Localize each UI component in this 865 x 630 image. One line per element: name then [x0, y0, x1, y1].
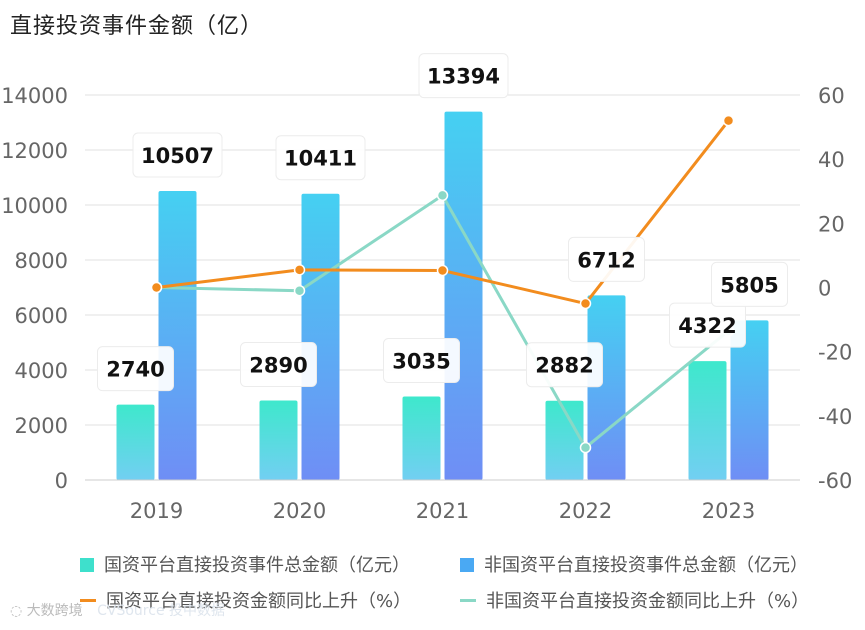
legend-swatch — [460, 599, 476, 602]
data-label-box — [669, 302, 746, 348]
line-point — [293, 284, 306, 297]
legend-item-guozi-bar: 国资平台直接投资事件总金额（亿元） — [80, 551, 410, 577]
data-label-box — [275, 135, 366, 181]
legend-item-feiguozi-bar: 非国资平台直接投资事件总金额（亿元） — [460, 551, 808, 577]
data-label-box — [132, 132, 223, 178]
data-label: 5805 — [720, 273, 778, 297]
data-label-box — [568, 236, 645, 282]
data-label: 4322 — [678, 314, 736, 338]
bar-guozi — [688, 361, 727, 480]
legend-item-guozi-line: 国资平台直接投资金额同比上升（%） — [80, 587, 411, 613]
bar-feiguozi — [158, 191, 197, 480]
bar-guozi — [402, 396, 441, 480]
bar-feiguozi — [444, 111, 483, 480]
data-label-box — [383, 338, 460, 384]
bar-feiguozi — [301, 193, 340, 480]
legend-label: 非国资平台直接投资金额同比上升（%） — [486, 591, 810, 612]
y-tick-label: 6000 — [15, 304, 68, 328]
legend-label: 国资平台直接投资金额同比上升（%） — [106, 591, 412, 612]
line-point — [579, 297, 592, 310]
legend-swatch — [460, 558, 474, 572]
y2-tick-label: 60 — [818, 84, 845, 108]
legend-swatch — [80, 599, 96, 602]
chart-title: 直接投资事件金额（亿） — [10, 14, 264, 39]
watermark-text: CVSource 投中数据 — [97, 603, 226, 619]
chart-svg: 2740 2890 3035 2882 4322 10507 10411 13394 6712 5… — [1, 53, 852, 523]
bar-guozi — [259, 400, 298, 480]
line-point — [293, 264, 306, 276]
data-label: 10507 — [141, 144, 214, 168]
legend: 国资平台直接投资事件总金额（亿元） 非国资平台直接投资事件总金额（亿元） 国资平… — [0, 545, 865, 615]
data-label-box — [526, 342, 603, 388]
y-tick-label: 8000 — [15, 249, 68, 273]
y2-tick-label: -40 — [818, 405, 852, 429]
y2-tick-label: -20 — [818, 341, 852, 365]
y-tick-label: 4000 — [15, 359, 68, 383]
brand-text: 大数跨境 — [26, 603, 83, 619]
x-tick-label: 2020 — [273, 499, 326, 523]
y-tick-label: 12000 — [1, 139, 68, 163]
x-tick-label: 2021 — [416, 499, 469, 523]
legend-label: 非国资平台直接投资事件总金额（亿元） — [484, 555, 808, 576]
legend-label: 国资平台直接投资事件总金额（亿元） — [104, 555, 410, 576]
y-tick-label: 10000 — [1, 194, 68, 218]
line-point — [436, 264, 449, 277]
brand-icon: ◌ — [10, 603, 27, 619]
y-tick-label: 14000 — [1, 84, 68, 108]
x-tick-label: 2023 — [702, 499, 755, 523]
line-point — [150, 281, 163, 294]
data-label-box — [711, 261, 788, 307]
y-tick-label: 0 — [55, 469, 68, 493]
line-point — [436, 189, 449, 202]
series-line — [156, 193, 730, 450]
data-label: 13394 — [427, 65, 500, 89]
bar-feiguozi — [730, 320, 769, 480]
data-label: 2740 — [106, 358, 164, 382]
data-label-box — [418, 53, 509, 99]
bar-guozi — [116, 404, 155, 480]
y2-tick-label: 0 — [818, 277, 831, 301]
y2-tick-label: 20 — [818, 212, 845, 236]
data-label: 2890 — [249, 354, 307, 378]
brand-footer: ◌ 大数跨境 CVSource 投中数据 — [10, 600, 225, 620]
y2-tick-label: -60 — [818, 469, 852, 493]
legend-item-feiguozi-line: 非国资平台直接投资金额同比上升（%） — [460, 587, 809, 613]
data-label-box — [240, 342, 317, 388]
y2-tick-label: 40 — [818, 148, 845, 172]
y-tick-label: 2000 — [15, 414, 68, 438]
line-point — [579, 441, 592, 454]
data-label-box — [97, 346, 174, 392]
data-label: 2882 — [535, 354, 593, 378]
legend-swatch — [80, 558, 94, 572]
data-label: 6712 — [577, 248, 635, 272]
bar-feiguozi — [587, 295, 626, 480]
x-tick-label: 2022 — [559, 499, 612, 523]
data-label: 3035 — [392, 350, 450, 374]
line-point — [722, 114, 735, 127]
data-label: 10411 — [284, 147, 357, 171]
x-tick-label: 2019 — [130, 499, 183, 523]
bar-guozi — [545, 400, 584, 480]
